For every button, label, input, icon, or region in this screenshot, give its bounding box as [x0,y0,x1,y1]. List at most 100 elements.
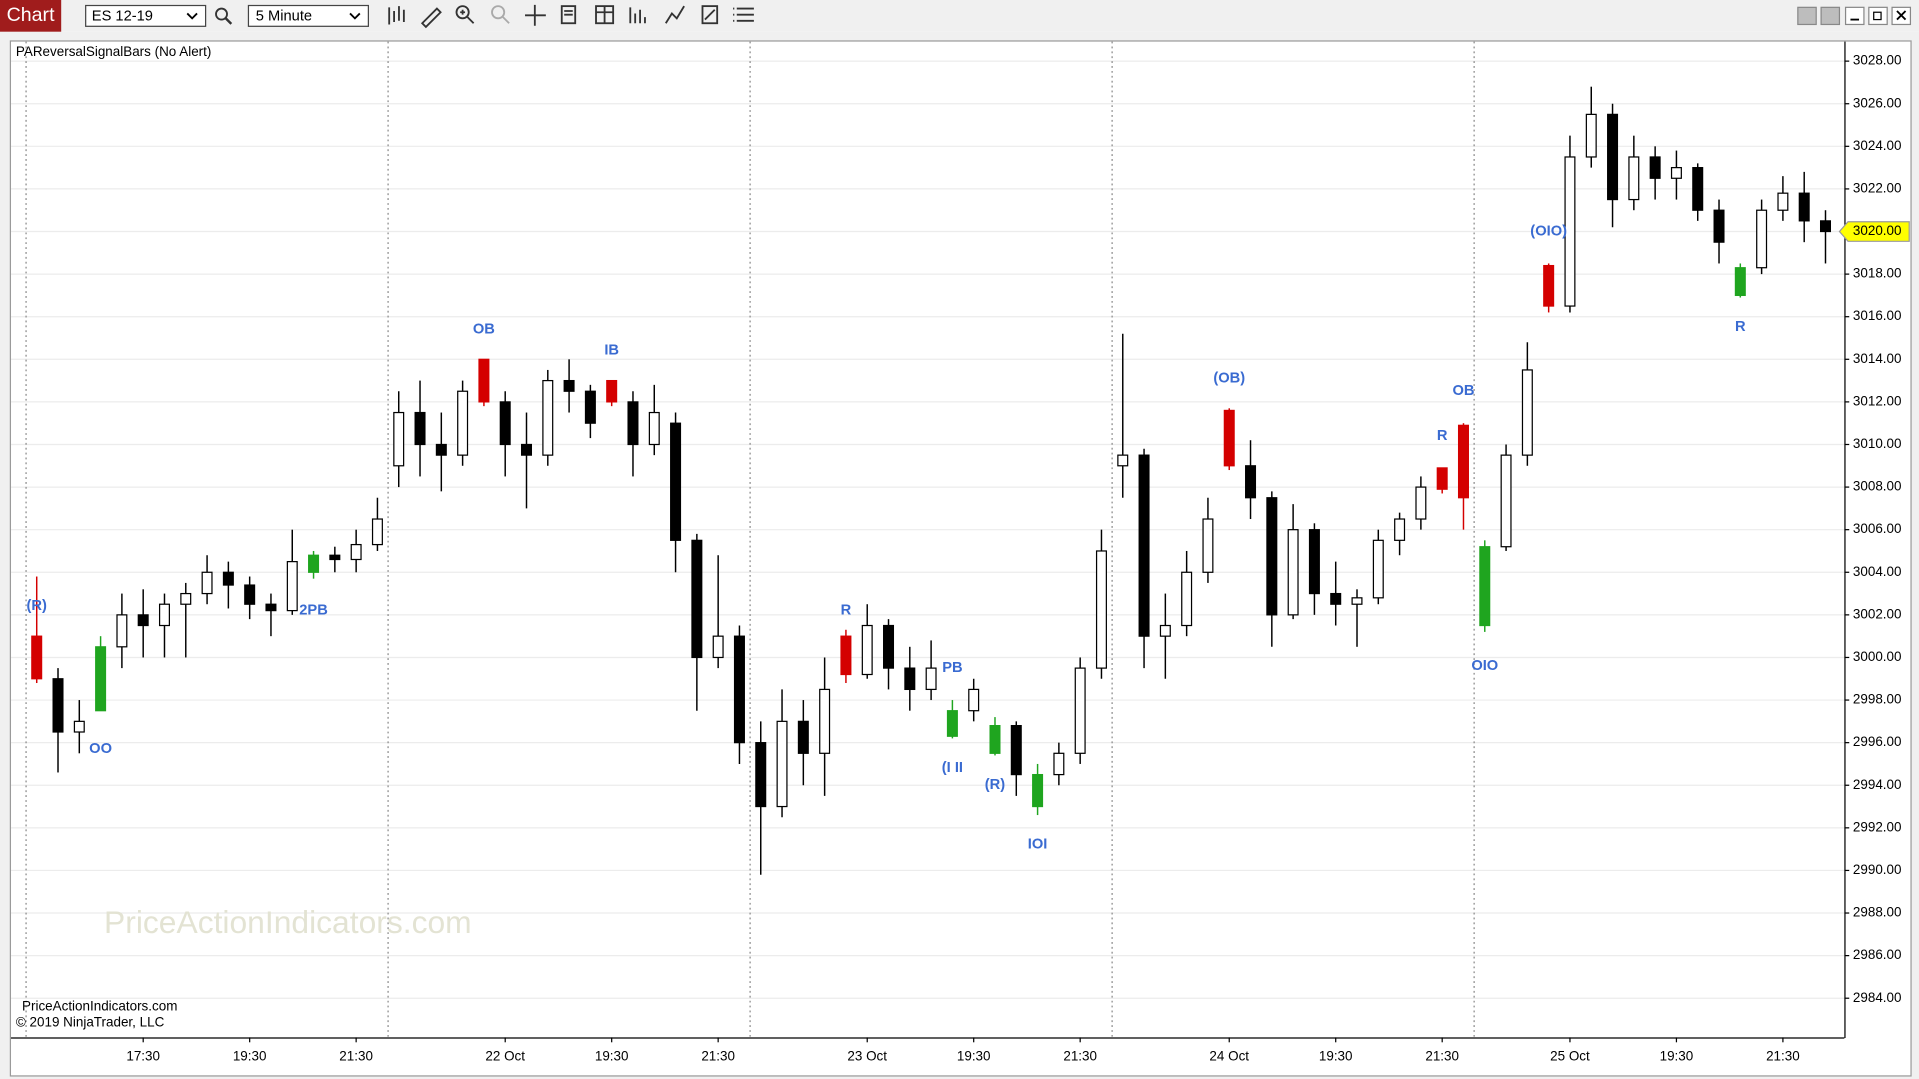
y-tick-label: 3010.00 [1853,436,1902,451]
candle-body [627,401,639,446]
last-price-label: 3020.00 [1853,223,1902,238]
candle-body [520,443,533,456]
indicator-title: PAReversalSignalBars (No Alert) [16,44,211,59]
y-tick-label: 2996.00 [1853,734,1902,749]
candle-body [883,624,895,669]
x-tick-label: 21:30 [1063,1049,1097,1064]
candle-body [1074,667,1086,754]
candle-body [1607,113,1619,201]
chart-tab[interactable] [0,0,62,32]
candle-body [73,720,85,733]
signal-annotation: (R) [27,598,47,614]
candle-body [606,379,618,403]
candle-body [1415,486,1427,520]
candle-body [180,592,192,605]
y-tick-label: 3006.00 [1853,521,1902,536]
x-tick-label: 21:30 [1766,1049,1800,1064]
x-tick-label: 19:30 [1660,1049,1694,1064]
x-tick-label: 24 Oct [1209,1049,1249,1064]
candle-body [201,571,213,595]
candle-body [244,584,256,605]
candle-body [457,390,469,456]
y-tick-label: 3008.00 [1853,479,1902,494]
candle-body [1372,539,1384,599]
x-tick-label: 19:30 [1319,1049,1353,1064]
candle-body [733,635,745,744]
instrument-dropdown[interactable] [85,4,207,27]
window-buttons[interactable] [1797,6,1912,26]
candle-body [670,422,682,541]
signal-annotation: 2PB [299,602,328,618]
grid [11,41,1845,1038]
y-tick-label: 2988.00 [1853,905,1902,920]
candle-body [1734,267,1746,297]
candle-body [265,603,277,612]
candle-body [31,635,43,680]
candle-body [755,742,767,808]
toolbar-icons[interactable] [388,4,754,29]
y-tick-label: 2990.00 [1853,862,1902,877]
axes: 2984.00 2986.00 2988.00 2990.00 2992.00 2994.… [126,53,1910,1064]
dropdown-arrow [186,12,198,20]
candle-body [1713,209,1725,243]
candle-body [1394,518,1406,541]
candle-body [478,358,490,403]
x-tick-label: 21:30 [1425,1049,1459,1064]
candle-body [158,603,170,627]
signal-annotation: IB [604,343,619,359]
interval-dropdown[interactable] [247,4,369,27]
y-tick-label: 2984.00 [1853,990,1902,1005]
candle-body [648,411,660,446]
candle-body [350,543,362,561]
search-icon[interactable] [215,7,228,21]
x-tick-label: 19:30 [233,1049,267,1064]
candle-body [52,678,64,733]
candle-body [95,646,107,712]
chart-tab-label[interactable]: Chart [7,4,55,26]
y-tick-label: 3026.00 [1853,95,1902,110]
y-tick-label: 2992.00 [1853,819,1902,834]
plot-area: (R) OO 2PB OB IB R PB (I II (R) IOI (OB) R OB OIO (OIO… [27,86,1832,875]
candle-body [712,635,724,659]
y-tick-label: 2986.00 [1853,947,1902,962]
y-tick-label: 3018.00 [1853,266,1902,281]
candle-body [1181,571,1193,627]
candle-body [1798,192,1810,222]
signal-annotation: OB [1452,383,1474,399]
candle-body [861,624,873,676]
x-tick-label: 22 Oct [485,1049,525,1064]
candle-body [116,614,128,648]
candle-body [1138,454,1150,637]
candle-body [776,720,788,808]
candle-body [1436,467,1448,490]
instrument-label: ES 12-19 [92,8,153,24]
candle-body [1777,192,1789,211]
candle-body [1628,156,1640,201]
signal-annotation: OB [473,321,495,337]
candle-body [329,554,341,561]
candle-body [1351,597,1363,605]
candle-body [1308,529,1320,595]
candle-body [1010,725,1022,776]
x-tick-label: 17:30 [126,1049,160,1064]
y-tick-label: 3000.00 [1853,649,1902,664]
candle-body [1245,465,1257,499]
footer-site: PriceActionIndicators.com [22,998,177,1013]
chart-panel [9,40,1912,1077]
search-icon-handle [224,17,233,25]
y-tick-label: 3002.00 [1853,606,1902,621]
candle-body [563,379,575,392]
candle-body [691,539,703,659]
candle-body [819,688,831,754]
candle-body [840,635,852,676]
x-tick-label: 21:30 [339,1049,373,1064]
candle-body [1649,156,1661,179]
signal-annotation: IOI [1028,837,1048,853]
candle-body [1330,592,1342,605]
candle-body [584,390,596,424]
y-tick-label: 3004.00 [1853,564,1902,579]
x-tick-label: 19:30 [957,1049,991,1064]
candle-body [904,667,916,691]
signal-annotation: R [841,602,852,618]
